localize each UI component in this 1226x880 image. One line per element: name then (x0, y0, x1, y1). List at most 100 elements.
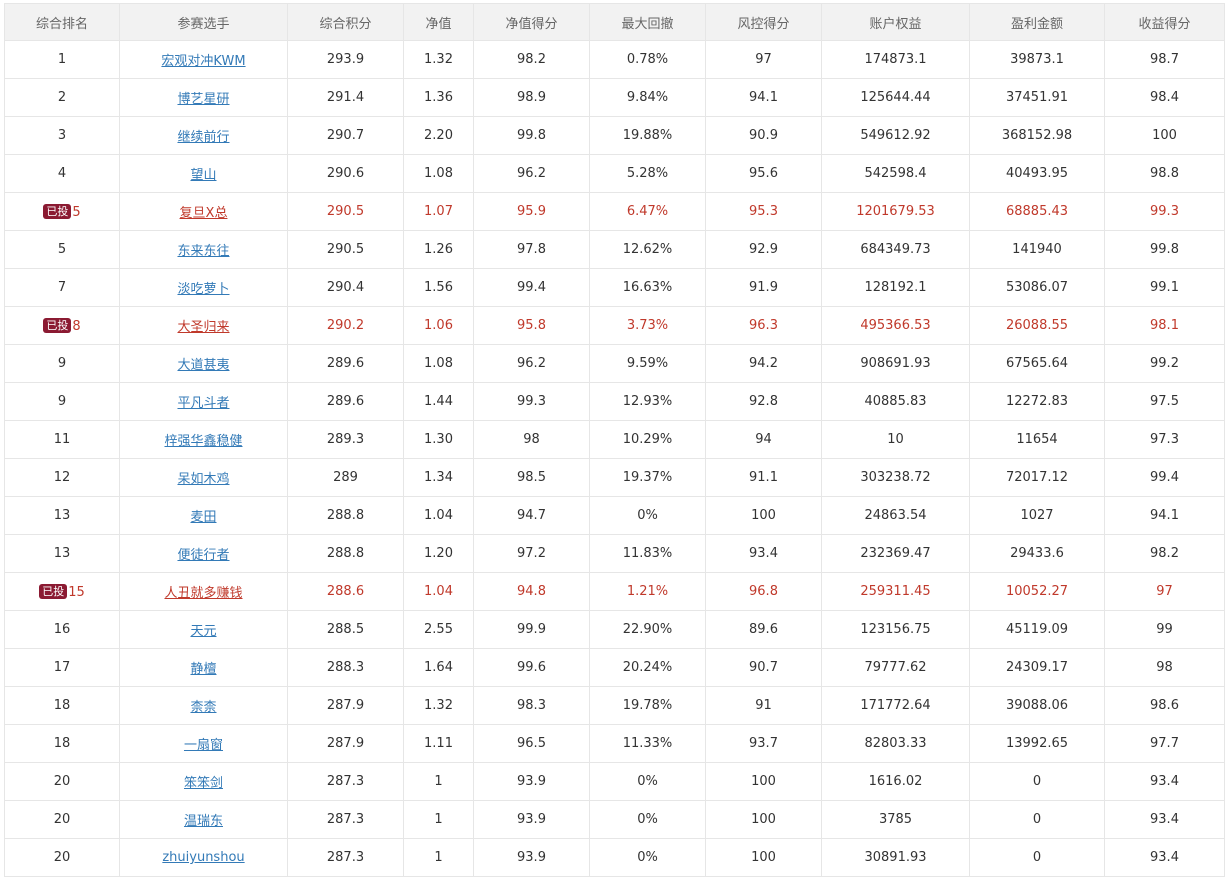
profit-cell: 0 (969, 762, 1105, 801)
max-drawdown-cell: 0% (589, 838, 706, 877)
nav-cell: 1.34 (403, 458, 474, 497)
risk-score-cell: 90.9 (705, 116, 822, 155)
return-score-cell: 93.4 (1104, 838, 1225, 877)
nav-cell: 1.20 (403, 534, 474, 573)
max-drawdown-cell: 22.90% (589, 610, 706, 649)
header-max-drawdown: 最大回撤 (589, 3, 706, 41)
player-link[interactable]: 天元 (190, 624, 217, 639)
account-equity-cell: 542598.4 (821, 154, 970, 193)
table-row: 20 zhuiyunshou 287.3 1 93.9 0% 100 30891.93 0 93.… (4, 838, 1225, 877)
table-row: 1 宏观对冲KWM 293.9 1.32 98.2 0.78% 97 174873.1 3987… (4, 40, 1225, 79)
nav-cell: 1.04 (403, 572, 474, 611)
max-drawdown-cell: 12.93% (589, 382, 706, 421)
player-link[interactable]: 大圣归来 (177, 320, 230, 335)
rank-value: 18 (53, 698, 71, 713)
max-drawdown-cell: 12.62% (589, 230, 706, 269)
player-cell: 复旦X总 (119, 192, 288, 231)
invested-badge: 已投 (43, 317, 72, 333)
rank-cell: 13 (4, 534, 120, 573)
nav-score-cell: 99.8 (473, 116, 590, 155)
return-score-cell: 98 (1104, 648, 1225, 687)
nav-score-cell: 97.8 (473, 230, 590, 269)
table-row: 7 淡吃萝卜 290.4 1.56 99.4 16.63% 91.9 128192.1 5308… (4, 268, 1225, 307)
max-drawdown-cell: 1.21% (589, 572, 706, 611)
rank-cell: 已投 8 (4, 306, 120, 345)
total-score-cell: 288.3 (287, 648, 404, 687)
table-row: 2 博艺星研 291.4 1.36 98.9 9.84% 94.1 125644.44 3745… (4, 78, 1225, 117)
player-link[interactable]: 笨笨剑 (183, 776, 223, 791)
rank-value: 20 (53, 812, 71, 827)
player-cell: 便徒行者 (119, 534, 288, 573)
player-link[interactable]: 淡吃萝卜 (177, 282, 230, 297)
nav-cell: 1.04 (403, 496, 474, 535)
player-link[interactable]: 静檀 (190, 662, 217, 677)
ranking-table-wrapper: 综合排名 参赛选手 综合积分 净值 净值得分 最大回撤 风控得分 账户权益 盈利… (4, 3, 1225, 877)
player-cell: 平凡斗者 (119, 382, 288, 421)
total-score-cell: 287.9 (287, 686, 404, 725)
table-row: 18 一扇窗 287.9 1.11 96.5 11.33% 93.7 82803.33 1399… (4, 724, 1225, 763)
invested-badge: 已投 (39, 583, 68, 599)
player-cell: 温瑞东 (119, 800, 288, 839)
player-cell: 麦田 (119, 496, 288, 535)
account-equity-cell: 10 (821, 420, 970, 459)
player-link[interactable]: 温瑞东 (183, 814, 223, 829)
return-score-cell: 99.3 (1104, 192, 1225, 231)
player-cell: 东来东往 (119, 230, 288, 269)
table-row: 17 静檀 288.3 1.64 99.6 20.24% 90.7 79777.62 24309… (4, 648, 1225, 687)
player-link[interactable]: 大道甚夷 (177, 358, 230, 373)
max-drawdown-cell: 19.37% (589, 458, 706, 497)
ranking-table: 综合排名 参赛选手 综合积分 净值 净值得分 最大回撤 风控得分 账户权益 盈利… (4, 3, 1225, 877)
table-row: 13 便徒行者 288.8 1.20 97.2 11.83% 93.4 232369.47 29… (4, 534, 1225, 573)
player-link[interactable]: 梓强华鑫稳健 (164, 434, 243, 449)
max-drawdown-cell: 0% (589, 496, 706, 535)
rank-cell: 11 (4, 420, 120, 459)
rank-value: 5 (72, 204, 81, 220)
rank-cell: 17 (4, 648, 120, 687)
player-link[interactable]: 继续前行 (177, 130, 230, 145)
player-link[interactable]: 平凡斗者 (177, 396, 230, 411)
nav-score-cell: 99.3 (473, 382, 590, 421)
player-cell: 望山 (119, 154, 288, 193)
profit-cell: 141940 (969, 230, 1105, 269)
table-row: 12 呆如木鸡 289 1.34 98.5 19.37% 91.1 303238.72 7201… (4, 458, 1225, 497)
player-link[interactable]: 宏观对冲KWM (161, 54, 246, 69)
profit-cell: 29433.6 (969, 534, 1105, 573)
player-link[interactable]: 博艺星研 (177, 92, 230, 107)
player-link[interactable]: 望山 (190, 168, 217, 183)
player-cell: 大圣归来 (119, 306, 288, 345)
account-equity-cell: 232369.47 (821, 534, 970, 573)
total-score-cell: 287.3 (287, 838, 404, 877)
table-row: 已投 8 大圣归来 290.2 1.06 95.8 3.73% 96.3 495366.53 26… (4, 306, 1225, 345)
risk-score-cell: 94.2 (705, 344, 822, 383)
max-drawdown-cell: 5.28% (589, 154, 706, 193)
account-equity-cell: 171772.64 (821, 686, 970, 725)
total-score-cell: 290.4 (287, 268, 404, 307)
max-drawdown-cell: 6.47% (589, 192, 706, 231)
player-link[interactable]: 人丑就多赚钱 (164, 586, 243, 601)
player-link[interactable]: 东来东往 (177, 244, 230, 259)
player-link[interactable]: zhuiyunshou (162, 850, 245, 865)
player-cell: 大道甚夷 (119, 344, 288, 383)
player-link[interactable]: 呆如木鸡 (177, 472, 230, 487)
rank-value: 9 (57, 356, 67, 371)
nav-cell: 1.30 (403, 420, 474, 459)
return-score-cell: 98.1 (1104, 306, 1225, 345)
player-link[interactable]: 便徒行者 (177, 548, 230, 563)
max-drawdown-cell: 0% (589, 762, 706, 801)
rank-value: 3 (57, 128, 67, 143)
total-score-cell: 287.9 (287, 724, 404, 763)
return-score-cell: 99.8 (1104, 230, 1225, 269)
profit-cell: 68885.43 (969, 192, 1105, 231)
total-score-cell: 289 (287, 458, 404, 497)
account-equity-cell: 128192.1 (821, 268, 970, 307)
profit-cell: 10052.27 (969, 572, 1105, 611)
risk-score-cell: 91.9 (705, 268, 822, 307)
return-score-cell: 97.3 (1104, 420, 1225, 459)
nav-cell: 1.36 (403, 78, 474, 117)
account-equity-cell: 79777.62 (821, 648, 970, 687)
player-link[interactable]: 复旦X总 (179, 206, 228, 221)
player-link[interactable]: 麦田 (190, 510, 217, 525)
player-link[interactable]: 柰柰 (190, 700, 217, 715)
nav-cell: 1.08 (403, 154, 474, 193)
player-link[interactable]: 一扇窗 (183, 738, 223, 753)
